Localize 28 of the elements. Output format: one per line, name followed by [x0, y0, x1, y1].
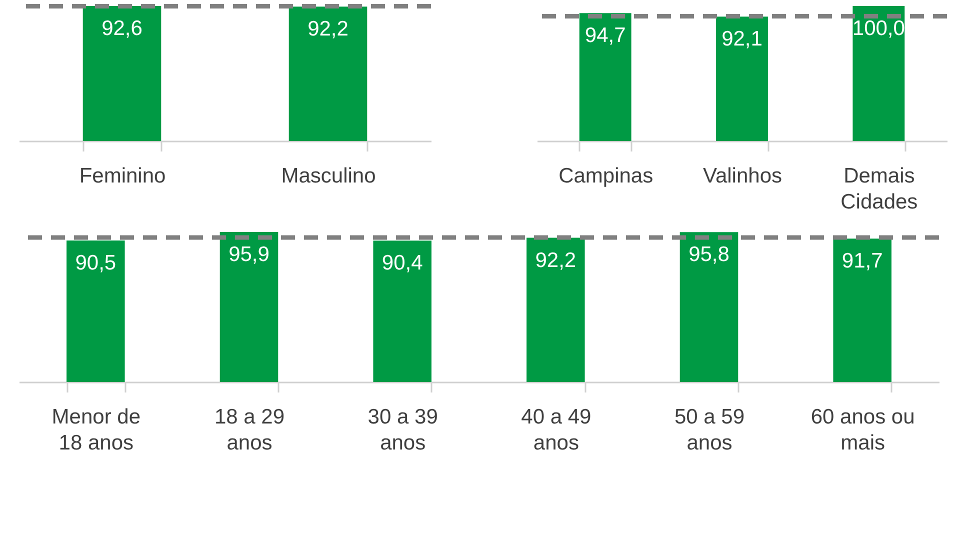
- data-label: 92,2: [535, 248, 576, 272]
- data-label: 92,2: [308, 18, 348, 41]
- data-label: 91,7: [842, 250, 883, 273]
- x-tick-label: 50 a 59 anos: [674, 406, 745, 454]
- bar: [833, 238, 892, 382]
- data-label: 92,6: [102, 17, 142, 40]
- bar: [526, 238, 585, 382]
- data-label: 92,1: [722, 28, 762, 51]
- x-tick-label: 18 a 29 anos: [214, 406, 285, 454]
- x-tick-label: Valinhos: [703, 164, 782, 188]
- x-tick-label: Menor de 18 anos: [52, 406, 141, 454]
- x-tick-label: Masculino: [281, 164, 376, 188]
- bar: [680, 232, 738, 382]
- data-label: 95,9: [228, 243, 270, 266]
- data-label: 94,7: [584, 24, 626, 48]
- x-tick-label: Feminino: [79, 164, 166, 188]
- x-tick-label: 30 a 39 anos: [368, 406, 438, 454]
- x-tick-label: Demais Cidades: [840, 164, 918, 214]
- bar: [66, 240, 125, 382]
- data-label: 95,8: [688, 243, 730, 266]
- bar: [373, 240, 432, 382]
- x-tick-label: 40 a 49 anos: [521, 406, 592, 454]
- data-label: 90,4: [382, 252, 424, 275]
- data-label: 90,5: [75, 251, 116, 274]
- bar: [220, 232, 278, 382]
- x-tick-label: 60 anos ou mais: [810, 406, 915, 454]
- data-label: 100,0: [852, 17, 905, 40]
- x-tick-label: Campinas: [558, 164, 654, 188]
